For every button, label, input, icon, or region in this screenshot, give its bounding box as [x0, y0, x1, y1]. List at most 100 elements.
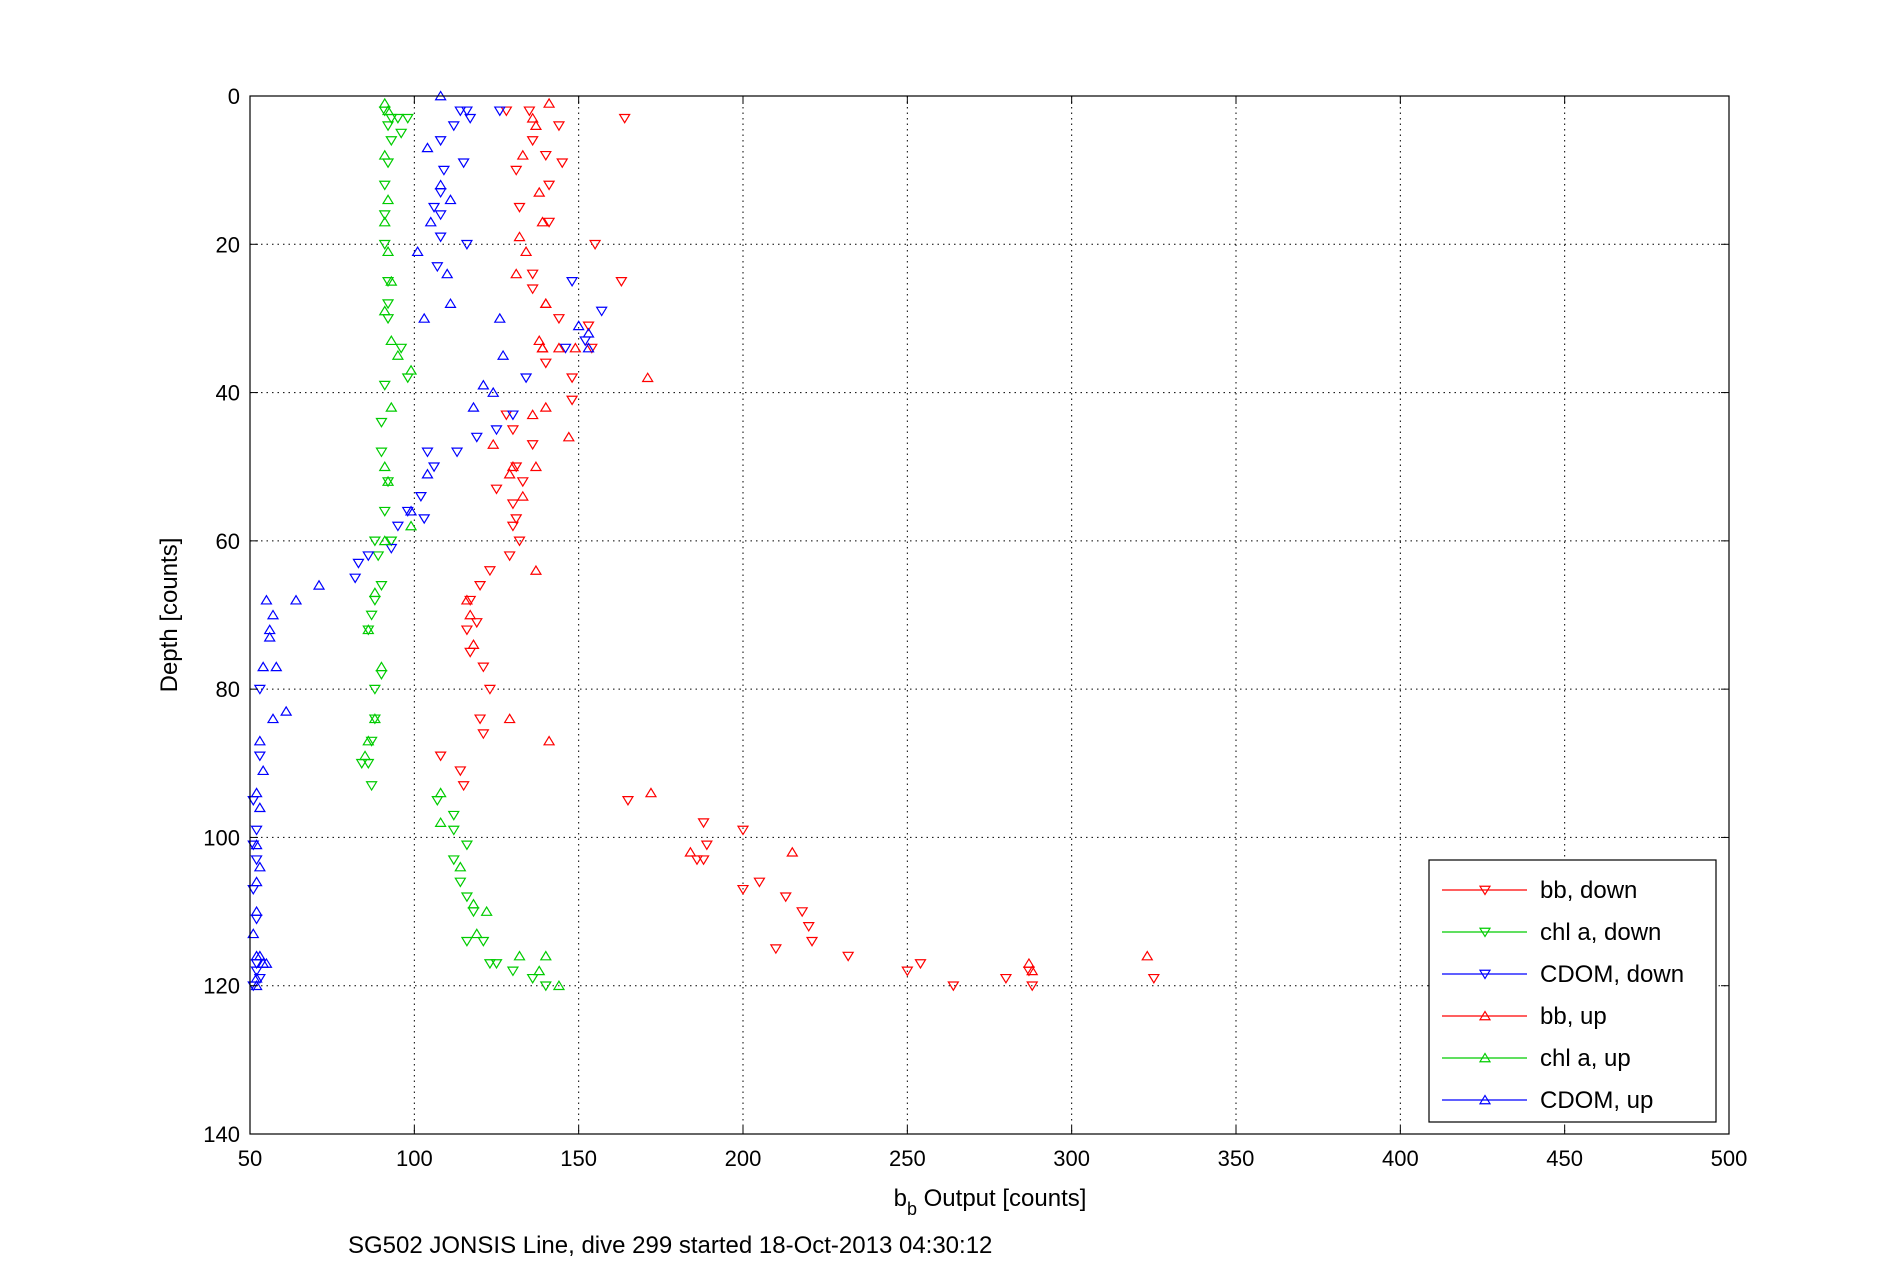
data-point: [253, 861, 266, 872]
data-point: [914, 959, 927, 970]
data-point: [434, 751, 447, 762]
data-point: [418, 514, 431, 525]
data-point: [552, 314, 566, 325]
x-tick-label: 100: [396, 1146, 433, 1171]
data-point: [260, 957, 273, 968]
legend-marker: [1478, 1010, 1492, 1021]
y-tick-label: 0: [228, 84, 240, 109]
data-point: [460, 106, 473, 117]
data-point: [391, 521, 404, 532]
data-point: [434, 136, 447, 147]
data-point: [1026, 981, 1039, 992]
data-point: [569, 342, 582, 353]
legend-marker: [1478, 927, 1492, 938]
data-point: [769, 944, 782, 955]
data-point: [441, 268, 454, 279]
data-point: [500, 410, 513, 421]
data-point: [457, 158, 470, 169]
data-point: [513, 202, 526, 213]
data-point: [516, 477, 529, 488]
data-point: [520, 373, 533, 384]
data-point: [556, 158, 569, 169]
data-point: [368, 587, 381, 598]
data-point: [510, 462, 523, 473]
legend-item: chl a, up: [1442, 1045, 1631, 1072]
data-point: [510, 514, 523, 525]
data-point: [539, 950, 552, 961]
x-axis-label: bb Output [counts]: [894, 1185, 1087, 1219]
data-point: [1026, 965, 1039, 976]
legend-label: chl a, down: [1540, 919, 1661, 946]
data-point: [536, 342, 549, 353]
data-point: [526, 409, 539, 420]
data-point: [253, 950, 266, 961]
data-point: [378, 210, 391, 221]
data-point: [552, 342, 566, 353]
legend-label: bb, down: [1540, 877, 1637, 904]
legend-box: [1428, 859, 1717, 1123]
data-point: [460, 892, 473, 903]
data-point: [427, 462, 441, 473]
legend-marker: [1478, 969, 1492, 980]
data-point: [358, 750, 372, 761]
data-point: [289, 594, 303, 605]
data-point: [395, 128, 408, 139]
data-point: [362, 735, 375, 746]
data-point: [250, 825, 263, 836]
data-point: [487, 438, 500, 449]
data-point: [474, 580, 487, 592]
y-tick-label: 40: [216, 381, 240, 406]
data-point: [802, 922, 815, 933]
data-point: [506, 461, 519, 472]
data-point: [460, 840, 473, 851]
data-point: [427, 202, 441, 213]
data-point: [312, 579, 326, 590]
data-point: [375, 661, 388, 672]
data-point: [467, 638, 480, 650]
data-point: [434, 816, 447, 827]
data-point: [697, 818, 710, 829]
data-point: [385, 536, 398, 547]
x-tick-label: 500: [1711, 1146, 1748, 1171]
legend-label: chl a, up: [1540, 1045, 1631, 1072]
data-point: [381, 246, 395, 257]
data-point: [697, 855, 710, 866]
legend: bb, down chl a, down CDOM, down bb, up chl a…: [1428, 859, 1717, 1123]
data-point: [378, 380, 391, 391]
data-point: [447, 855, 460, 866]
data-point: [483, 959, 496, 970]
legend-marker: [1478, 885, 1492, 896]
legend-label: bb, up: [1540, 1003, 1607, 1030]
data-point: [503, 713, 516, 724]
data-point: [250, 905, 263, 916]
data-point: [434, 232, 447, 243]
data-point: [280, 705, 293, 716]
y-tick-label: 80: [216, 677, 240, 702]
data-point: [947, 981, 960, 992]
data-point: [349, 573, 362, 584]
data-point: [539, 981, 552, 992]
y-tick-label: 120: [203, 974, 240, 999]
data-point: [250, 966, 263, 977]
data-point: [444, 194, 457, 205]
data-point: [421, 142, 434, 153]
data-point: [477, 662, 490, 673]
data-point: [447, 825, 460, 836]
data-point: [572, 320, 585, 331]
data-point: [552, 980, 566, 991]
data-point: [529, 564, 543, 575]
data-point: [516, 490, 529, 501]
data-point: [497, 349, 510, 360]
data-point: [582, 321, 595, 332]
data-point: [506, 425, 519, 436]
data-point: [1147, 973, 1160, 984]
data-point: [385, 401, 398, 412]
data-point: [490, 425, 503, 436]
y-axis-label: Depth [counts]: [156, 538, 183, 693]
data-point: [368, 536, 381, 547]
data-point: [381, 277, 395, 288]
data-point: [260, 594, 273, 605]
data-point: [457, 781, 470, 792]
data-point: [253, 802, 266, 813]
data-point: [474, 714, 487, 725]
